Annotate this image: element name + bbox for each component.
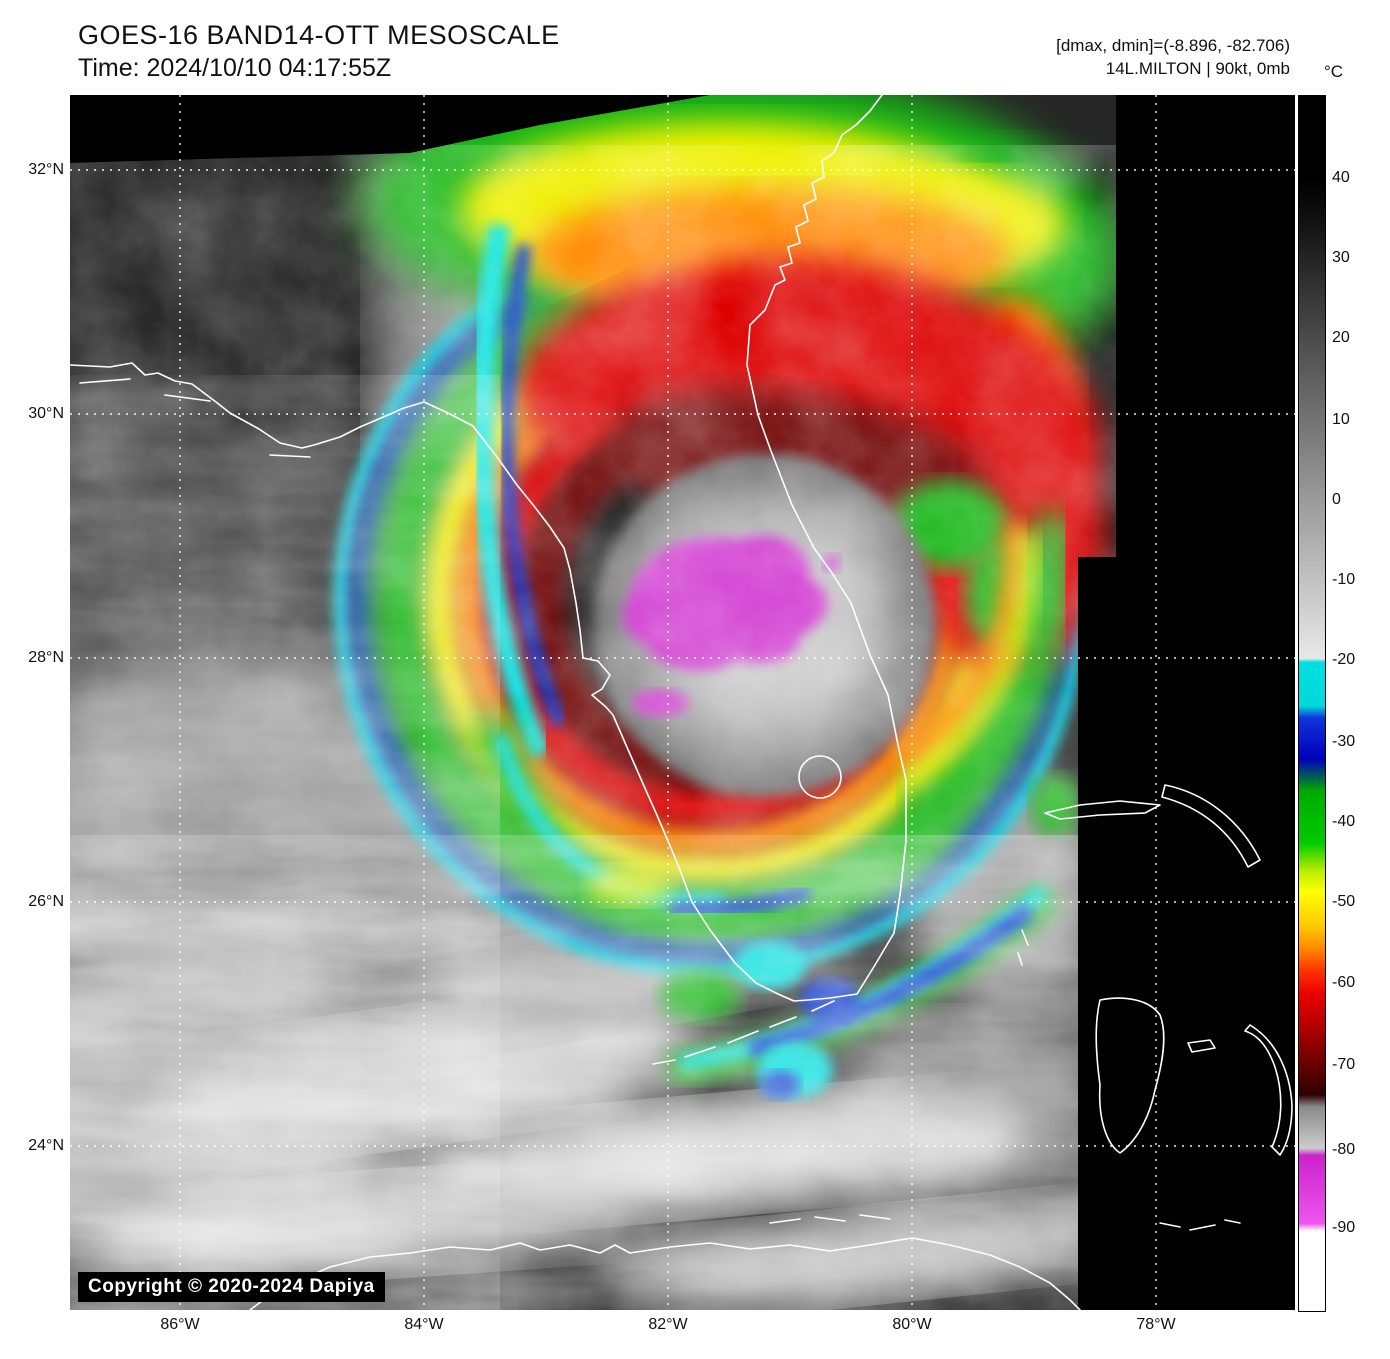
eleuthera-outline [1244,1024,1293,1156]
florida-coastline [70,95,907,1002]
lake-okeechobee-outline [798,755,842,799]
lat-label-30n: 30°N [28,405,64,422]
dmax-dmin-readout: [dmax, dmin]=(-8.896, -82.706) [1056,36,1290,55]
lon-label-84w: 84°W [404,1316,444,1333]
cbar-tick-m60: -60 [1332,974,1356,991]
grand-bahama-outline [1044,800,1161,820]
cbar-tick-m40: -40 [1332,813,1356,830]
cbar-tick-m80: -80 [1332,1141,1356,1158]
cbar-tick-m50: -50 [1332,893,1356,910]
storm-info: 14L.MILTON | 90kt, 0mb [1105,59,1290,78]
copyright-badge: Copyright © 2020-2024 Dapiya [78,1272,385,1302]
cbar-tick-m70: -70 [1332,1056,1356,1073]
temperature-colorbar [1298,95,1326,1312]
florida-keys [652,1000,835,1065]
lat-label-32n: 32°N [28,161,64,178]
lat-label-24n: 24°N [28,1137,64,1154]
abaco-outline [1161,784,1261,868]
cbar-tick-0: 0 [1332,491,1341,508]
lat-label-26n: 26°N [28,893,64,910]
andros-outline [1095,997,1165,1154]
cbar-tick-10: 10 [1332,411,1350,428]
bimini-outline [1017,929,1029,966]
new-providence-outline [1187,1039,1216,1053]
lon-label-80w: 80°W [892,1316,932,1333]
cbar-tick-30: 30 [1332,249,1350,266]
page-title: GOES-16 BAND14-OTT MESOSCALE [78,20,560,50]
cbar-tick-40: 40 [1332,169,1350,186]
cbar-tick-m30: -30 [1332,733,1356,750]
cbar-tick-m20: -20 [1332,651,1356,668]
satellite-map: Copyright © 2020-2024 Dapiya [70,95,1295,1310]
satellite-data-swath [70,95,1116,1310]
timestamp: Time: 2024/10/10 04:17:55Z [78,54,392,82]
cuba-coastline [249,1237,1081,1310]
lon-label-78w: 78°W [1136,1316,1176,1333]
lon-label-82w: 82°W [648,1316,688,1333]
cbar-tick-m10: -10 [1332,571,1356,588]
cbar-tick-20: 20 [1332,329,1350,346]
lat-label-28n: 28°N [28,649,64,666]
lon-label-86w: 86°W [160,1316,200,1333]
satellite-imagery [70,95,1295,1310]
cbar-tick-m90: -90 [1332,1219,1356,1236]
colorbar-unit-label: °C [1324,62,1344,81]
coastlines [70,95,1293,1310]
